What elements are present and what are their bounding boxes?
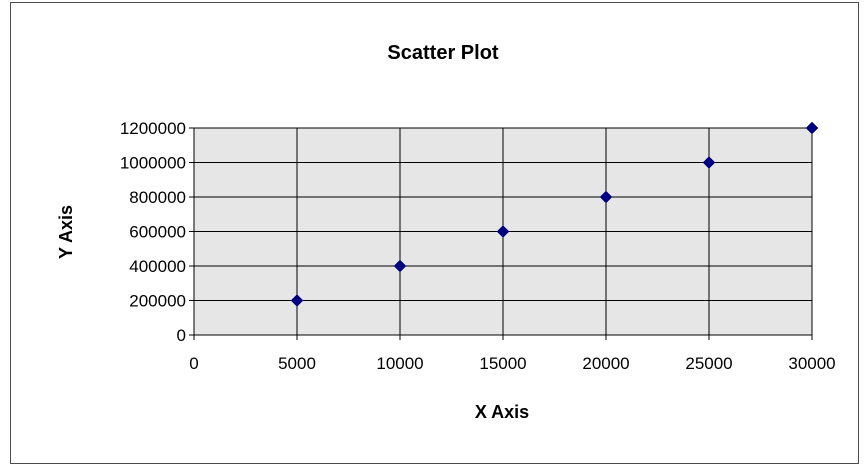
y-axis-title: Y Axis [56, 205, 76, 259]
data-point [393, 259, 407, 273]
y-tick-label: 400000 [129, 257, 186, 276]
data-point [805, 121, 819, 135]
y-tick-label: 800000 [129, 188, 186, 207]
y-tick-label: 200000 [129, 292, 186, 311]
data-point [702, 156, 716, 169]
axes [189, 127, 813, 340]
x-tick-label: 0 [189, 354, 198, 373]
chart-title: Scatter Plot [387, 42, 498, 64]
x-tick-label: 5000 [278, 354, 316, 373]
x-tick-label: 10000 [376, 354, 423, 373]
y-tick-label: 1200000 [120, 119, 186, 138]
x-axis-title: X Axis [475, 402, 529, 422]
y-tick-label: 600000 [129, 223, 186, 242]
x-tick-label: 20000 [582, 354, 629, 373]
y-tick-label: 0 [177, 326, 186, 345]
data-point [599, 190, 613, 204]
data-point [496, 225, 510, 238]
data-points [290, 121, 819, 307]
y-tick-label: 1000000 [120, 154, 186, 173]
x-tick-label: 25000 [685, 354, 732, 373]
x-tick-label: 15000 [479, 354, 526, 373]
data-point [290, 294, 304, 307]
tick-labels: 0 200000 400000 600000 800000 1000000 1200000 0… [120, 119, 836, 373]
x-tick-label: 30000 [788, 354, 835, 373]
